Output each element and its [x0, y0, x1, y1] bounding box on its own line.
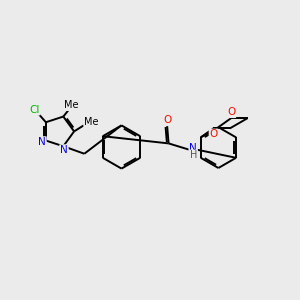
Text: H: H	[190, 150, 197, 161]
Text: O: O	[209, 129, 218, 140]
Text: O: O	[227, 107, 236, 117]
Text: Me: Me	[64, 100, 79, 110]
Text: O: O	[163, 115, 171, 125]
Text: N: N	[38, 137, 46, 147]
Text: Me: Me	[84, 117, 99, 128]
Text: N: N	[189, 143, 197, 153]
Text: Cl: Cl	[29, 105, 40, 115]
Text: N: N	[60, 145, 68, 155]
